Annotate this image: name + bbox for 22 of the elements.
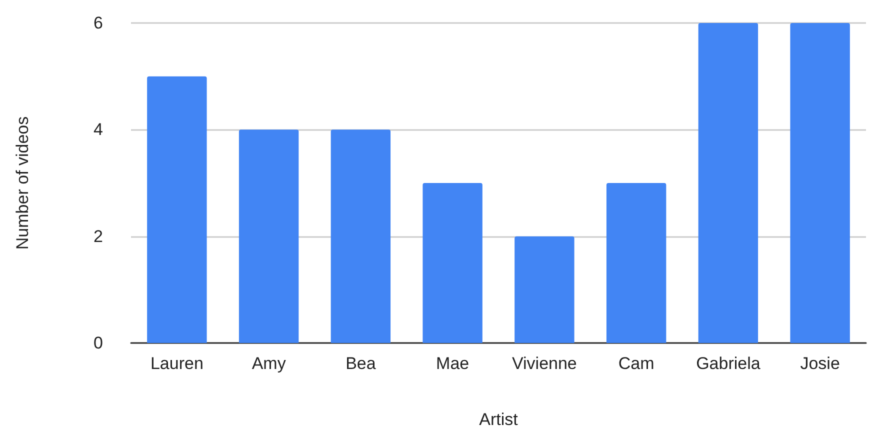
x-tick-label: Bea: [346, 354, 376, 373]
bar: [147, 76, 207, 343]
y-tick-label: 6: [94, 14, 103, 32]
bar: [698, 23, 758, 343]
x-tick-label: Gabriela: [696, 354, 761, 373]
x-tick-label: Josie: [800, 354, 840, 373]
bar: [790, 23, 850, 343]
y-axis-title: Number of videos: [13, 116, 32, 250]
x-tick-label: Lauren: [150, 354, 204, 373]
x-tick-label: Cam: [618, 354, 654, 373]
y-tick-label: 0: [94, 334, 103, 352]
x-axis-title: Artist: [479, 410, 518, 429]
y-tick-label: 2: [94, 226, 103, 246]
x-tick-label: Mae: [436, 354, 470, 373]
bar: [330, 130, 391, 343]
x-tick-label: Amy: [252, 354, 286, 373]
bar: [238, 130, 299, 343]
x-tick-label: Vivienne: [512, 354, 577, 373]
bar: [422, 183, 482, 343]
bar: [606, 183, 666, 343]
y-tick-label: 4: [94, 120, 103, 140]
bar: [514, 236, 574, 343]
